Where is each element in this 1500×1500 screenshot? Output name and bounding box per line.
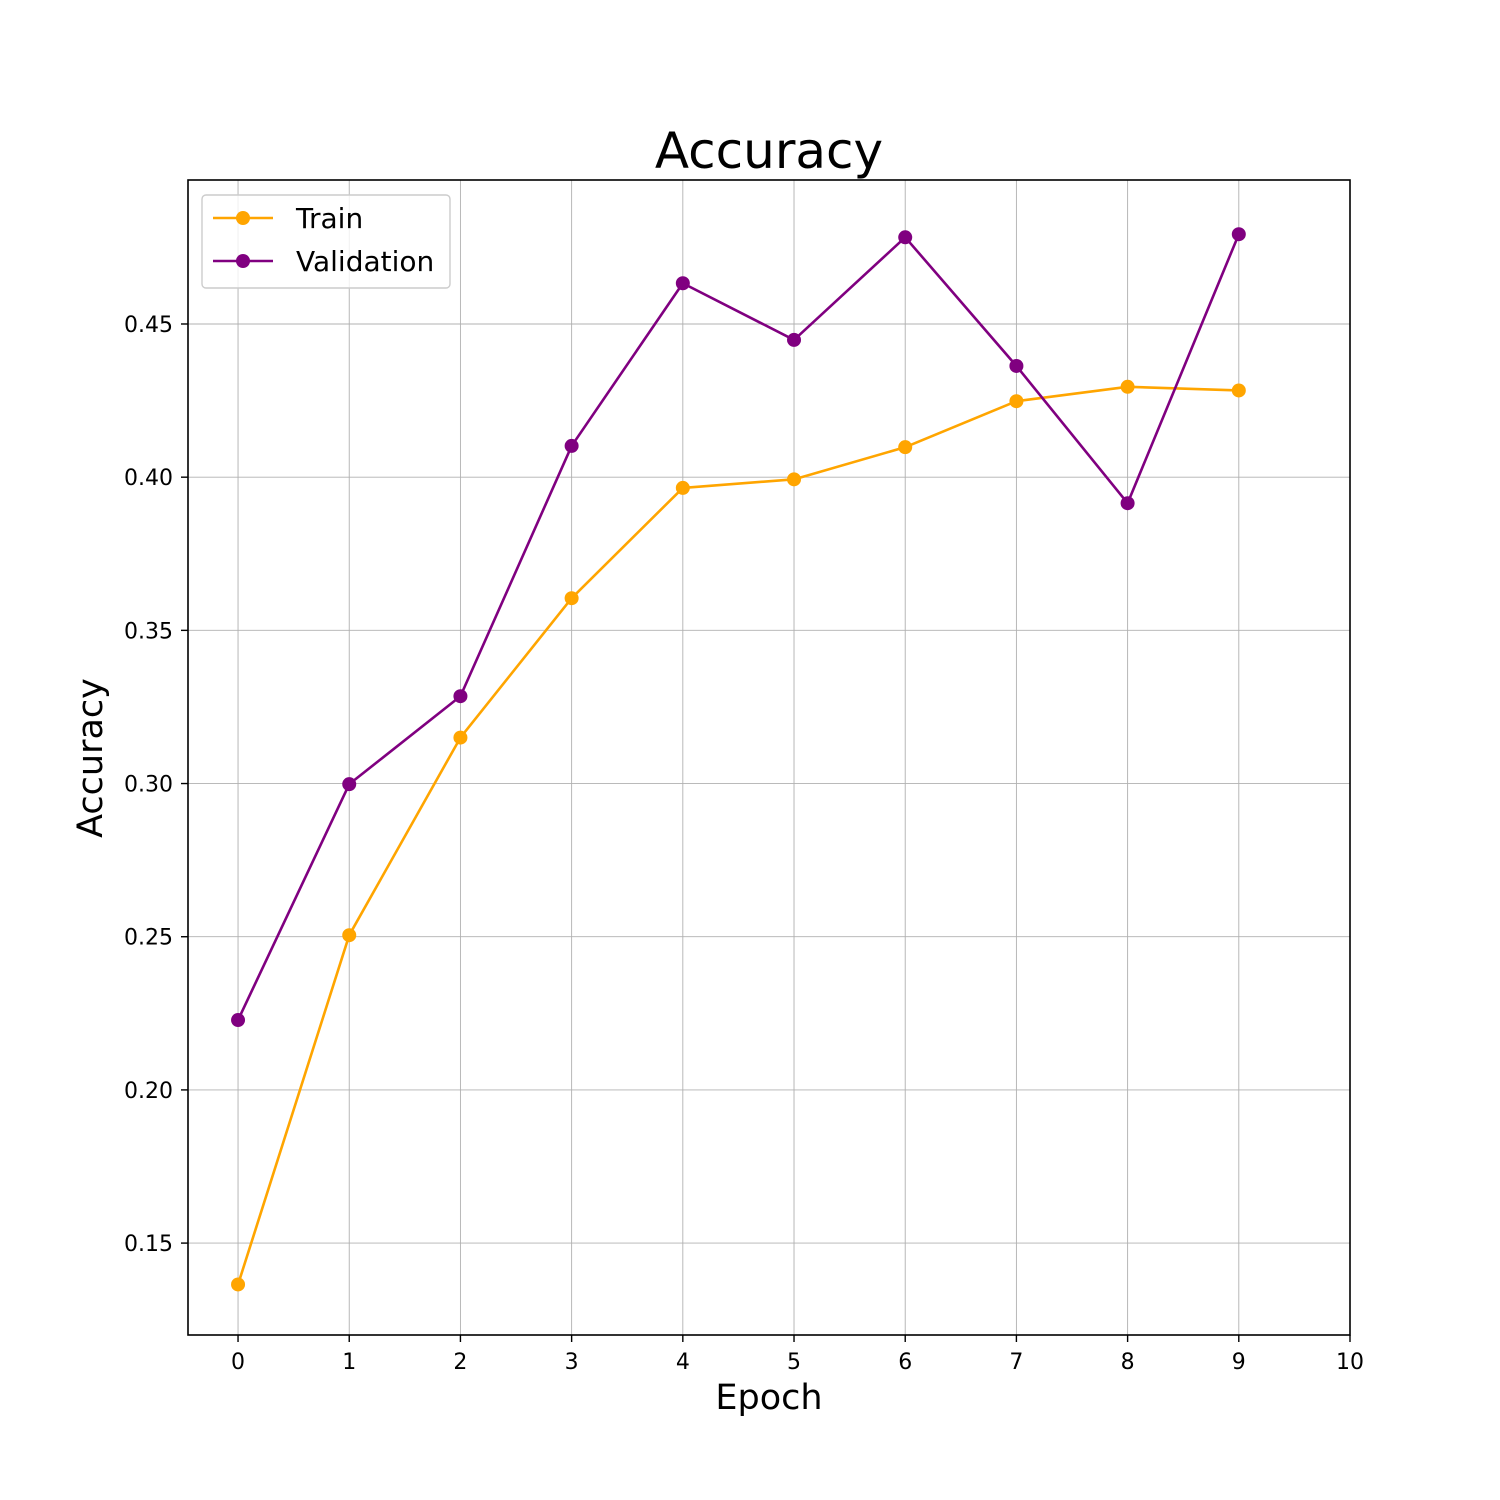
x-tick-label: 6 bbox=[898, 1350, 912, 1375]
series-train-line bbox=[236, 385, 1239, 1285]
plot-area bbox=[188, 180, 1350, 1335]
x-tick-label: 4 bbox=[676, 1350, 690, 1375]
x-tick-label: 2 bbox=[453, 1350, 467, 1375]
y-tick-label: 0.40 bbox=[124, 466, 173, 491]
x-tick-label: 1 bbox=[342, 1350, 356, 1375]
x-tick-label: 8 bbox=[1121, 1350, 1135, 1375]
series-train-point bbox=[564, 591, 579, 606]
y-axis-label: Accuracy bbox=[71, 678, 111, 838]
series-train-point bbox=[1120, 379, 1135, 394]
legend-train-marker bbox=[236, 211, 250, 225]
x-tick-label: 5 bbox=[787, 1350, 801, 1375]
series-layer bbox=[231, 227, 1246, 1292]
series-validation-point bbox=[675, 276, 690, 291]
series-train-point bbox=[787, 472, 802, 487]
y-tick-label: 0.45 bbox=[124, 313, 173, 338]
legend-validation-label: Validation bbox=[296, 245, 434, 278]
series-train-point bbox=[453, 730, 468, 745]
x-tick-label: 10 bbox=[1336, 1350, 1364, 1375]
x-tick-label: 9 bbox=[1232, 1350, 1246, 1375]
series-validation-point bbox=[787, 332, 802, 347]
series-validation-point bbox=[1120, 496, 1135, 511]
x-tick-label: 3 bbox=[565, 1350, 579, 1375]
plot-frame bbox=[187, 179, 1351, 1336]
x-tick-label: 0 bbox=[231, 1350, 245, 1375]
series-train-point bbox=[898, 440, 913, 455]
series-validation bbox=[231, 227, 1246, 1028]
y-tick-label: 0.20 bbox=[124, 1079, 173, 1104]
series-validation-point bbox=[564, 438, 579, 453]
y-tick-label: 0.15 bbox=[124, 1232, 173, 1257]
series-validation-line bbox=[236, 233, 1241, 1021]
legend-validation-marker bbox=[236, 254, 250, 268]
axis-ticks: 0 1 2 3 4 5 6 7 8 9 10 0.15 0.20 0.25 0.30 0.35 0.40 0.45 bbox=[124, 313, 1364, 1375]
chart-title: Accuracy bbox=[655, 122, 883, 180]
series-train-point bbox=[675, 480, 690, 495]
y-tick-label: 0.35 bbox=[124, 619, 173, 644]
legend-train-label: Train bbox=[295, 202, 363, 235]
series-train-point bbox=[1231, 383, 1246, 398]
series-validation-point bbox=[898, 230, 913, 245]
series-train bbox=[231, 379, 1246, 1292]
y-tick-label: 0.30 bbox=[124, 773, 173, 798]
series-validation-point bbox=[453, 689, 468, 704]
x-tick-label: 7 bbox=[1009, 1350, 1023, 1375]
y-tick-label: 0.25 bbox=[124, 926, 173, 951]
series-validation-point bbox=[1231, 227, 1246, 242]
series-train-point bbox=[1009, 394, 1024, 409]
series-validation-point bbox=[1009, 358, 1024, 373]
series-validation-point bbox=[231, 1013, 246, 1028]
legend: Train Validation bbox=[201, 194, 451, 289]
series-train-point bbox=[342, 928, 357, 943]
series-train-point bbox=[231, 1277, 246, 1292]
x-axis-label: Epoch bbox=[715, 1378, 822, 1418]
series-validation-point bbox=[342, 777, 357, 792]
